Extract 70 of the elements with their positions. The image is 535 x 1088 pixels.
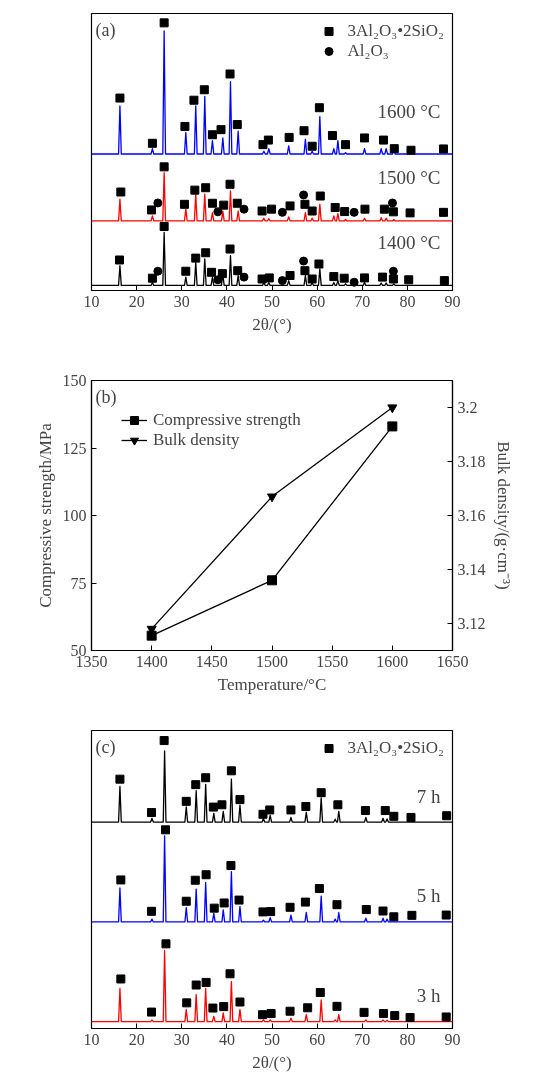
y-tick-label: 150 [62,372,87,389]
y2-tick-label: 3.16 [457,507,486,524]
annotation: 1500 °C [377,167,441,189]
point [299,256,309,266]
x-tick-label: 1550 [316,652,349,670]
x-tick-label: 10 [83,1030,100,1048]
y-tick-label: 75 [70,574,87,592]
x-axis-title: Temperature/°C [217,674,327,694]
annotation: (b) [95,386,117,408]
y2-tick-label: 3.14 [457,561,486,578]
x-tick-label: 80 [399,1030,416,1048]
point [388,266,398,276]
point [267,575,277,586]
legend-label: Al₂O₃ [347,41,389,61]
x-axis-title: 2θ/(°) [252,314,292,334]
x-tick-label: 70 [354,292,371,310]
y2-tick-label: 3.2 [457,399,478,416]
point [267,493,277,503]
annotation: 7 h [416,785,441,807]
x-tick-label: 60 [309,292,326,310]
point [299,190,309,200]
point [277,207,287,217]
annotation: (a) [95,19,116,41]
point [277,276,287,286]
x-tick-label: 1450 [195,652,228,670]
annotation: 3 h [416,985,441,1007]
annotation: 1600 °C [377,100,441,122]
annotation: (c) [95,736,116,758]
point [213,207,223,217]
x-tick-label: 50 [264,1030,280,1048]
point [213,275,223,285]
x-tick-label: 30 [173,292,190,310]
x-tick-label: 20 [128,1030,145,1048]
x-tick-label: 40 [218,292,235,310]
x-tick-label: 30 [173,1030,190,1048]
legend-label: Compressive strength [153,410,301,430]
point [387,198,397,208]
point [349,277,359,287]
annotation: 5 h [416,885,441,907]
x-tick-label: 90 [444,292,461,310]
x-tick-label: 1600 [376,652,409,670]
y-tick-label: 125 [62,439,87,457]
x-tick-label: 60 [309,1030,326,1048]
x-tick-label: 1650 [436,652,469,670]
point [387,404,398,414]
x-tick-label: 70 [354,1030,371,1048]
legend-label: Bulk density [153,430,240,450]
y2-axis-title: Bulk density/(g·cm⁻³) [493,441,513,590]
y2-tick-label: 3.12 [457,615,486,632]
legend-label: 3Al₂O₃•2SiO₂ [347,21,444,41]
x-axis-title: 2θ/(°) [252,1052,292,1072]
x-tick-label: 90 [444,1030,461,1048]
y-tick-label: 100 [62,507,87,524]
point [153,266,163,276]
x-tick-label: 1400 [135,652,168,670]
point [387,421,398,432]
point [239,272,249,282]
x-tick-label: 10 [83,292,100,310]
y2-tick-label: 3.18 [457,453,486,470]
x-tick-label: 20 [128,292,145,310]
point [239,204,249,214]
x-tick-label: 50 [264,292,280,310]
x-tick-label: 40 [218,1030,235,1048]
x-tick-label: 80 [399,292,416,310]
y-axis-title: Compressive strength/MPa [35,422,55,608]
point [349,207,359,217]
point [153,198,163,208]
x-tick-label: 1500 [256,652,288,670]
legend-label: 3Al₂O₃•2SiO₂ [347,738,444,758]
annotation: 1400 °C [377,231,441,253]
